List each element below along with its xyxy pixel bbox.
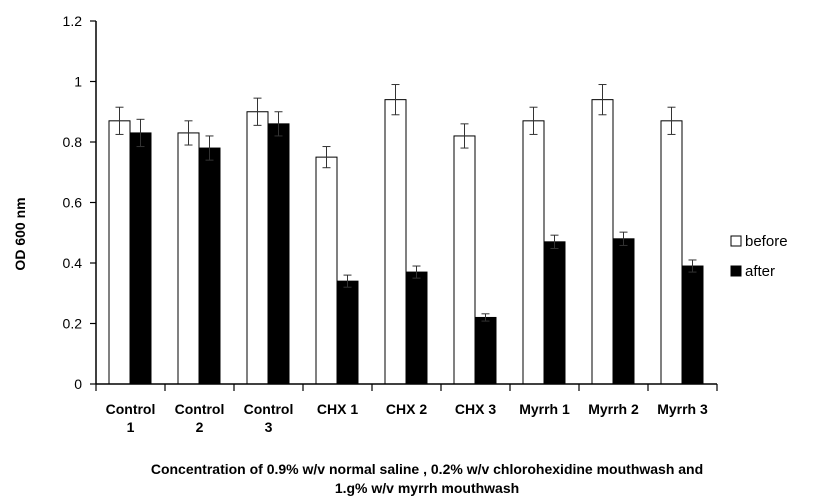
bar-after [198,147,221,385]
x-axis-title-line-2: 1.g% w/v myrrh mouthwash [335,480,519,496]
x-category-label: Control [175,401,225,417]
x-category-label: Control [106,401,156,417]
bar-before [177,132,200,385]
bar-before [660,120,683,385]
bar-after [543,241,566,385]
x-category-label: CHX 3 [455,401,496,417]
y-tick-label: 0.2 [63,316,83,332]
y-tick-label: 0.6 [63,195,83,211]
legend-label-after: after [745,263,775,280]
bar-after [681,265,704,385]
bar-after [129,132,152,385]
bar-before [384,99,407,385]
legend: before after [730,233,788,280]
x-axis-title-line-1: Concentration of 0.9% w/v normal saline … [151,461,703,477]
bars-layer [108,84,704,385]
bar-after [405,271,428,385]
bar-after [336,280,359,385]
bar-before [315,156,338,385]
y-tick-label: 0.4 [63,255,83,271]
y-tick-label: 1.2 [63,13,83,29]
y-axis-title: OD 600 nm [12,197,28,270]
legend-swatch-before [730,235,742,247]
x-category-label: Myrrh 2 [588,401,639,417]
legend-label-before: before [745,233,788,250]
bar-before [591,99,614,385]
x-category-label: CHX 2 [386,401,427,417]
labels-layer: OD 600 nm Concentration of 0.9% w/v norm… [12,13,708,496]
bar-after [474,316,497,385]
y-tick-label: 0.8 [63,134,83,150]
legend-swatch-after [730,265,742,277]
x-category-label: CHX 1 [317,401,358,417]
bar-before [453,135,476,385]
y-tick-label: 1 [74,74,82,90]
x-category-label: 1 [127,419,135,435]
bar-before [246,111,269,385]
x-category-label: Myrrh 3 [657,401,708,417]
bar-after [612,238,635,385]
y-tick-label: 0 [74,376,82,392]
x-category-label: 3 [265,419,273,435]
x-category-label: 2 [196,419,204,435]
x-category-label: Control [244,401,294,417]
bar-before [108,120,131,385]
bar-after [267,123,290,385]
x-category-label: Myrrh 1 [519,401,570,417]
axes-layer [90,20,718,391]
bar-before [522,120,545,385]
